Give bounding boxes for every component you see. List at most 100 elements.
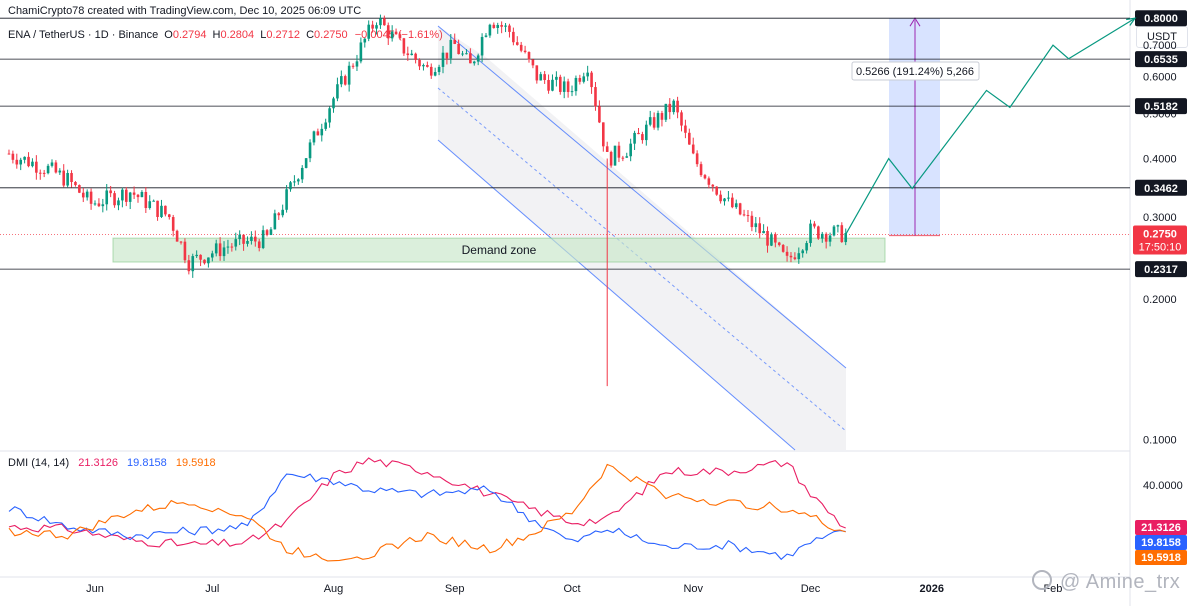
candle-body <box>699 164 703 176</box>
candle-body <box>277 213 281 216</box>
candle-body <box>539 74 543 81</box>
candle-body <box>598 106 601 123</box>
price-tick-label: 0.6000 <box>1143 71 1177 83</box>
current-price-tag-box <box>1133 225 1187 255</box>
candle-body <box>167 214 171 218</box>
candle-body <box>183 241 187 261</box>
candle-body <box>828 235 832 242</box>
candle-body <box>144 191 148 209</box>
candle-body <box>832 226 836 236</box>
candle-body <box>586 72 589 77</box>
time-tick-label: Aug <box>324 583 344 595</box>
candle-body <box>336 84 339 99</box>
candle-body <box>695 153 699 165</box>
candle-body <box>343 76 347 85</box>
candle-body <box>500 25 503 27</box>
candle-body <box>629 143 632 157</box>
price-tick-label: 0.4000 <box>1143 154 1177 166</box>
candle-body <box>414 53 417 60</box>
time-tick-label: Sep <box>445 583 465 595</box>
candle-body <box>527 52 531 60</box>
candle-body <box>684 125 687 133</box>
candle-body <box>398 34 402 39</box>
candle-body <box>523 50 527 53</box>
candle-body <box>535 65 539 81</box>
candle-body <box>809 223 812 244</box>
candle-body <box>38 172 42 174</box>
candle-body <box>304 158 308 168</box>
candle-body <box>433 72 437 76</box>
candle-body <box>218 243 222 257</box>
dmi-series-line <box>8 463 846 562</box>
candle-body <box>78 185 81 193</box>
candle-body <box>691 144 695 154</box>
candle-body <box>551 79 554 91</box>
candle-body <box>308 142 312 159</box>
candle-body <box>140 191 144 198</box>
candle-body <box>238 234 241 240</box>
candle-body <box>132 192 136 195</box>
candle-body <box>74 182 77 186</box>
price-tick-label: 0.2000 <box>1143 294 1177 306</box>
candle-body <box>613 145 617 166</box>
candle-body <box>570 91 574 93</box>
candle-body <box>558 76 562 92</box>
candle-body <box>441 52 445 67</box>
candle-body <box>261 230 265 249</box>
candle-body <box>578 77 582 82</box>
candle-body <box>300 167 304 180</box>
candle-body <box>105 190 109 205</box>
candle-body <box>676 100 679 113</box>
current-price-value: 0.2750 <box>1143 228 1177 240</box>
candle-body <box>58 170 62 173</box>
level-tag: 0.6535 <box>1144 54 1178 66</box>
ohlc-close-value: 0.2750 <box>314 29 348 41</box>
ohlc-high-label: H <box>212 29 221 41</box>
candle-body <box>312 131 316 143</box>
candle-body <box>70 173 73 183</box>
dmi-series-line <box>8 473 846 561</box>
candle-body <box>355 61 359 67</box>
candle-body <box>801 250 805 254</box>
candle-body <box>85 191 89 198</box>
price-tick-label: 0.3000 <box>1143 212 1177 224</box>
dmi-tick-label: 40.0000 <box>1143 480 1183 492</box>
candle-body <box>668 103 672 113</box>
candle-body <box>42 172 46 174</box>
candle-body <box>512 31 515 43</box>
candle-body <box>351 65 355 67</box>
dmi-value-tag-box <box>1135 550 1187 565</box>
candle-body <box>359 42 363 62</box>
symbol-name: ENA / TetherUS · 1D · Binance <box>8 29 159 41</box>
currency-selector[interactable]: USDT <box>1136 26 1188 48</box>
candle-body <box>461 53 464 55</box>
candle-body <box>81 192 85 198</box>
candle-body <box>402 38 406 54</box>
dmi-legend: DMI (14, 14) 21.3126 19.8158 19.5918 <box>8 457 216 469</box>
candle-body <box>257 241 261 249</box>
candle-body <box>508 25 511 32</box>
candle-body <box>617 145 621 158</box>
candle-body <box>566 81 570 92</box>
candle-body <box>453 39 457 44</box>
candle-body <box>54 162 58 173</box>
candle-body <box>273 213 277 230</box>
candle-body <box>422 65 425 67</box>
level-tag-box <box>1135 51 1187 68</box>
candle-body <box>715 186 718 195</box>
candle-body <box>746 215 750 217</box>
candle-body <box>820 233 824 239</box>
candle-body <box>738 203 742 215</box>
candle-body <box>602 122 605 147</box>
candle-body <box>297 179 300 182</box>
candle-body <box>754 223 758 228</box>
projection-path <box>845 17 1136 235</box>
dmi-value-plus: 19.8158 <box>127 457 167 469</box>
candle-body <box>789 255 793 258</box>
level-tag-box <box>1135 98 1187 115</box>
candle-body <box>347 65 351 85</box>
dmi-value-tag: 19.5918 <box>1141 552 1181 564</box>
level-tag: 0.5182 <box>1144 101 1178 113</box>
dmi-series-line <box>8 457 846 548</box>
